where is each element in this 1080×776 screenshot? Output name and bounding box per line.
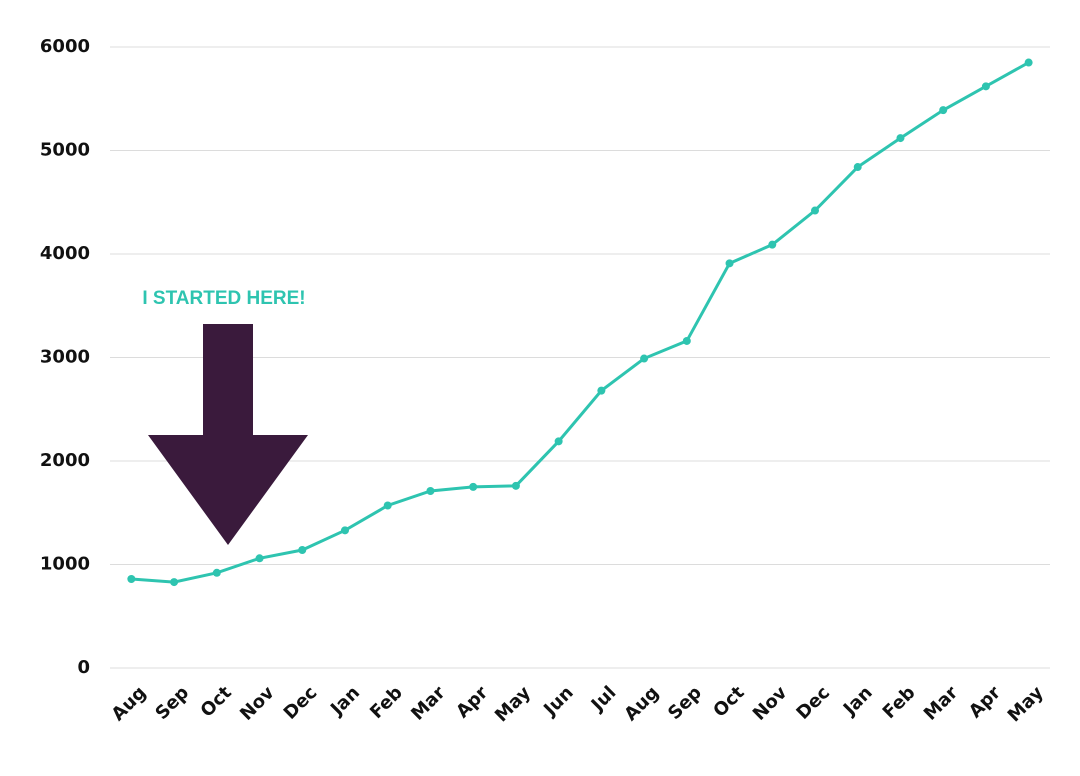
x-tick-label: Feb (879, 682, 920, 723)
point (939, 106, 948, 115)
x-tick-label: Feb (366, 682, 407, 723)
point (383, 501, 392, 510)
x-tick-label: Jan (838, 682, 877, 721)
point (597, 386, 606, 395)
annotation: I STARTED HERE! (142, 288, 305, 309)
x-tick-label: Oct (197, 682, 237, 722)
x-tick-label: Jul (586, 682, 620, 716)
point (298, 546, 307, 555)
x-tick-label: Sep (151, 682, 193, 724)
x-tick-label: May (1004, 682, 1048, 726)
y-tick-label: 5000 (40, 140, 90, 161)
y-tick-label: 6000 (40, 36, 90, 57)
point (725, 259, 734, 268)
point (853, 163, 862, 172)
point (212, 568, 221, 577)
point (1024, 58, 1033, 67)
x-tick-label: Apr (452, 682, 492, 722)
x-tick-label: Mar (407, 682, 449, 724)
x-tick-label: Aug (108, 682, 151, 725)
x-tick-label: Oct (709, 682, 749, 722)
point (255, 554, 264, 563)
x-tick-label: Jun (539, 682, 578, 721)
y-tick-label: 3000 (40, 347, 90, 368)
point (981, 82, 990, 91)
point (811, 206, 819, 215)
x-tick-label: Jan (325, 682, 364, 721)
y-tick-label: 2000 (40, 450, 90, 471)
x-tick-label: Sep (664, 682, 706, 724)
x-tick-label: May (491, 682, 535, 726)
point (511, 481, 520, 490)
point (127, 574, 136, 583)
point (682, 336, 691, 345)
x-tick-label: Dec (280, 682, 322, 724)
arrow (148, 324, 308, 545)
y-tick-label: 4000 (40, 243, 90, 264)
x-tick-label: Mar (920, 682, 962, 724)
point (170, 578, 179, 587)
x-tick-label: Apr (965, 682, 1005, 722)
point (426, 487, 435, 496)
x-tick-label: Aug (620, 682, 663, 725)
x-tick-label: Dec (792, 682, 834, 724)
y-tick-label: 1000 (40, 554, 90, 575)
point (768, 240, 777, 249)
point (640, 354, 649, 363)
y-tick-label: 0 (77, 657, 90, 678)
point (554, 437, 563, 446)
point (469, 482, 478, 491)
point (341, 526, 349, 535)
x-tick-label: Nov (236, 682, 279, 725)
point (896, 134, 905, 143)
x-tick-label: Nov (749, 682, 792, 725)
line (131, 61, 1030, 584)
